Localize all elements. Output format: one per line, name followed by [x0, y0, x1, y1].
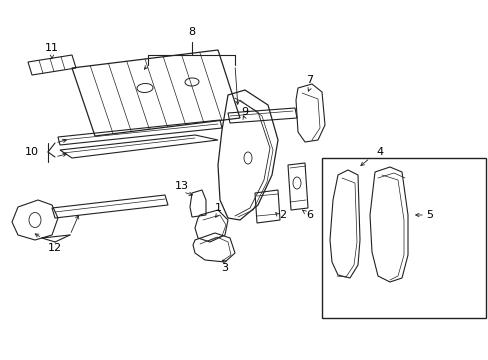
Text: 10: 10 — [25, 147, 39, 157]
Text: 11: 11 — [45, 43, 59, 53]
Bar — [321, 158, 485, 318]
Text: 13: 13 — [175, 181, 189, 191]
Text: 7: 7 — [306, 75, 313, 85]
Text: 8: 8 — [188, 27, 195, 37]
Text: 3: 3 — [221, 263, 228, 273]
Text: 1: 1 — [214, 203, 221, 213]
Text: 2: 2 — [279, 210, 286, 220]
Text: 12: 12 — [48, 243, 62, 253]
Text: 5: 5 — [426, 210, 433, 220]
Text: 4: 4 — [376, 147, 383, 157]
Text: 6: 6 — [306, 210, 313, 220]
Text: 9: 9 — [241, 107, 248, 117]
